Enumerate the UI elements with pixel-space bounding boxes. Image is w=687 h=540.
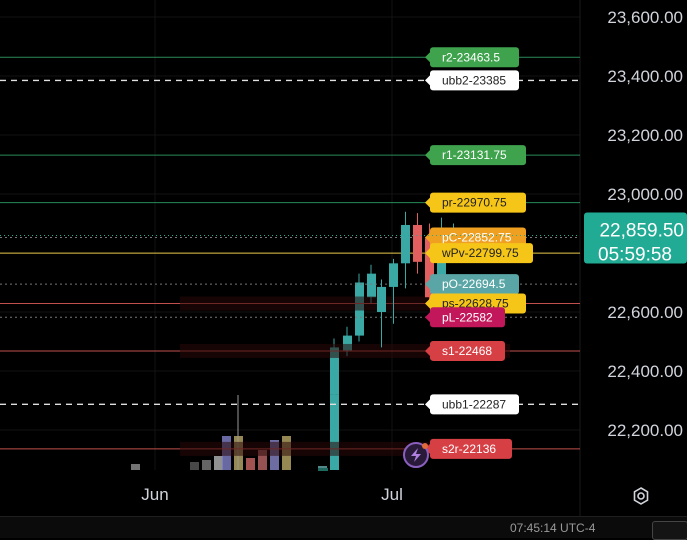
y-axis: 22,200.00 22,400.00 22,600.00 23,000.00 23,2… <box>607 8 683 440</box>
level-tag-text: s2r-22136 <box>442 442 496 456</box>
level-tag <box>430 274 519 295</box>
level-tag-text: pO-22694.5 <box>442 277 506 291</box>
level-tag-pointer <box>425 197 430 208</box>
current-price-background <box>584 212 687 264</box>
volume-bar <box>318 468 328 471</box>
candle-body <box>401 224 410 264</box>
bottom-toolbar: 07:45:14 UTC-4 <box>0 516 687 540</box>
level-tag <box>430 394 519 415</box>
level-tag-text: s1-22468 <box>442 344 492 358</box>
level-tags: r2-23463.5 ubb2-23385 r1-23131.75 pr-22970.… <box>425 47 533 459</box>
level-tag-text: ps-22628.75 <box>442 297 509 311</box>
y-tick-label: 23,600.00 <box>607 8 683 27</box>
level-tag-pointer <box>425 443 430 454</box>
level-tag-text: pr-22970.75 <box>442 196 507 210</box>
toolbar-button[interactable] <box>652 521 687 540</box>
current-price-box: 22,859.50 05:59:58 <box>0 212 687 265</box>
level-tag <box>430 70 519 91</box>
y-tick-label: 23,200.00 <box>607 126 683 145</box>
level-tag-text: ubb1-22287 <box>442 397 506 411</box>
level-tag <box>430 145 526 166</box>
lightning-icon[interactable] <box>403 442 429 468</box>
candle-body <box>343 335 352 351</box>
countdown-timer: 05:59:58 <box>598 244 672 265</box>
volume-bar <box>190 462 199 470</box>
level-tag-pointer <box>425 279 430 290</box>
level-tag <box>430 227 526 248</box>
candle-body <box>377 286 386 312</box>
level-tag <box>430 47 519 68</box>
level-tag-text: wPv-22799.75 <box>441 246 519 260</box>
candle-body <box>389 263 398 287</box>
y-tick-label: 22,400.00 <box>607 362 683 381</box>
settings-icon[interactable] <box>631 486 651 506</box>
level-tag-text: r2-23463.5 <box>442 50 500 64</box>
candle-body <box>367 273 376 298</box>
y-tick-label: 22,600.00 <box>607 303 683 322</box>
level-tag-pointer <box>425 345 430 356</box>
clock-text: 07:45:14 UTC-4 <box>510 521 596 535</box>
level-tag-pointer <box>425 399 430 410</box>
volume-bar <box>202 460 211 470</box>
level-tag <box>430 307 505 328</box>
y-tick-label: 23,000.00 <box>607 185 683 204</box>
level-tag <box>430 438 512 459</box>
level-tag-text: r1-23131.75 <box>442 148 507 162</box>
volume-bar <box>131 464 140 470</box>
candle-body <box>330 347 339 395</box>
candle-body <box>437 230 446 298</box>
level-tag <box>430 340 505 361</box>
level-zone <box>180 296 510 311</box>
volume-bar <box>258 450 267 470</box>
level-tag-text: ubb2-23385 <box>442 73 506 87</box>
level-tag-pointer <box>425 312 430 323</box>
level-zone <box>180 343 510 358</box>
candle-body <box>330 394 339 470</box>
level-tag-pointer <box>425 298 430 309</box>
candle-body <box>425 238 434 298</box>
x-tick-label: Jul <box>381 485 403 504</box>
x-axis: Jun Jul <box>141 485 403 504</box>
level-tag-pointer <box>425 52 430 63</box>
level-tag-pointer <box>425 150 430 161</box>
level-tag-pointer <box>425 232 430 243</box>
volume-bar <box>214 456 223 470</box>
y-tick-label: 23,400.00 <box>607 67 683 86</box>
x-tick-label: Jun <box>141 485 168 504</box>
level-tag-text: pL-22582 <box>442 310 493 324</box>
volume-bar <box>246 458 255 470</box>
level-tag-pointer <box>425 248 430 259</box>
level-tag-pointer <box>425 75 430 86</box>
y-tick-label: 22,200.00 <box>607 421 683 440</box>
current-price-label: 22,859.50 <box>599 220 684 241</box>
level-tag <box>430 192 526 213</box>
candle-body <box>413 224 422 262</box>
level-tag-text: pC-22852.75 <box>442 230 512 244</box>
level-tag <box>430 243 533 264</box>
